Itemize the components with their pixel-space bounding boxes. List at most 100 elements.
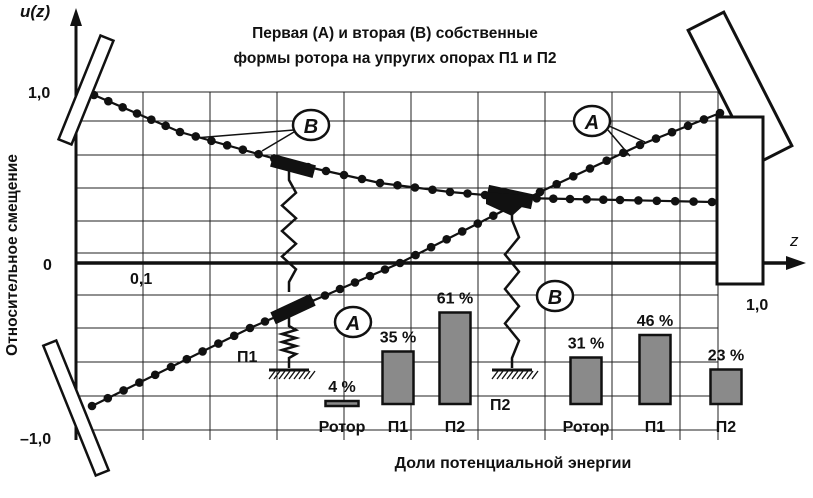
mode-a-line-node xyxy=(380,265,390,274)
tick-y-bottom: –1,0 xyxy=(20,431,51,448)
mode-a-line-node xyxy=(442,235,451,244)
energy-value-label-b-1: 46 % xyxy=(637,313,673,330)
right-top-bearing-block xyxy=(686,10,794,166)
energy-category-label-b-1: П1 xyxy=(645,419,666,436)
mode-b-line-node xyxy=(207,136,216,146)
mode-a-line-node xyxy=(87,401,97,411)
x-axis-symbol: z xyxy=(789,231,799,250)
mode-a-tag-letter: A xyxy=(584,112,599,134)
elastic-supports xyxy=(268,170,539,380)
support-p1-label: П1 xyxy=(237,349,258,366)
spring-p1-mode-b xyxy=(280,170,298,292)
mode-b-line-node xyxy=(445,187,455,197)
mode-b-tag-letter: B xyxy=(304,116,318,138)
mode-b-line-node xyxy=(532,194,541,203)
mode-b-line-node xyxy=(375,178,385,188)
energy-bar-b-2 xyxy=(709,368,743,406)
mode-b-line-node xyxy=(565,194,575,204)
rotor-block-b-p1 xyxy=(270,154,316,178)
energy-category-label-b-2: П2 xyxy=(716,419,737,436)
mode-a-line-node xyxy=(260,317,270,326)
mode-b-line xyxy=(93,93,713,204)
ground-p1 xyxy=(268,368,316,380)
energy-value-label-a-2: 61 % xyxy=(437,291,473,308)
mode-b-line-node xyxy=(410,183,420,192)
mode-a-line-node xyxy=(683,121,693,131)
y-axis-arrow xyxy=(70,8,82,26)
mode-a-line-node xyxy=(715,108,725,118)
mode-a-line-node xyxy=(245,323,255,333)
support-p2-label: П2 xyxy=(490,397,511,414)
mode-a-line-node xyxy=(119,386,128,395)
mode-b-leader-1 xyxy=(194,129,295,139)
mode-a-line-node xyxy=(350,278,360,287)
title-line-1: Первая (A) и вторая (B) собственные xyxy=(252,25,538,42)
mode-a-line-node xyxy=(150,370,160,380)
mode-b-line-node xyxy=(161,121,170,131)
energy-bar-a-2 xyxy=(438,311,472,406)
mode-a-line-node xyxy=(426,242,436,252)
mode-a-line-node xyxy=(667,127,677,137)
mode-b-line-node xyxy=(357,174,367,184)
spring-p1-mode-a xyxy=(277,316,301,368)
energy-bar-b-1 xyxy=(638,333,672,406)
mode-b-line-node xyxy=(191,132,201,141)
mode-b-line-node xyxy=(615,195,625,205)
mode-a-line-node xyxy=(651,134,661,143)
mode-a-line-node xyxy=(198,347,207,356)
mode-a-leader-1 xyxy=(608,125,646,143)
spring-p2 xyxy=(503,210,521,368)
mode-a-tag-bars: A xyxy=(333,305,373,339)
energy-bar-a-0 xyxy=(324,399,360,408)
title-line-2: формы ротора на упругих опорах П1 и П2 xyxy=(234,50,557,67)
mode-a-line-node xyxy=(166,362,176,372)
mode-b-line-node xyxy=(339,170,349,180)
mode-a-bars-letter: A xyxy=(345,313,360,335)
mode-b-line-node xyxy=(104,96,113,106)
energy-bar-b-0 xyxy=(569,356,603,406)
mode-shapes xyxy=(87,90,725,411)
energy-bars: 4 % Ротор 35 % П1 61 % П2 31 % Ротор 46 % П1 23 % П… xyxy=(319,291,745,437)
energy-value-label-a-0: 4 % xyxy=(328,379,356,396)
mode-b-line-node xyxy=(599,195,608,204)
mode-b-line-node xyxy=(132,109,142,118)
mode-a-line-node xyxy=(135,378,144,387)
mode-a-tag-top: A xyxy=(572,104,612,138)
mode-b-tag-top: B xyxy=(291,108,331,142)
mode-b-line-node xyxy=(689,197,698,206)
mode-a-line-node xyxy=(182,354,192,364)
mode-a-line-node xyxy=(635,140,645,150)
mode-a-line-node xyxy=(395,258,405,268)
mode-a-line-node xyxy=(535,187,545,197)
tick-y-zero: 0 xyxy=(43,257,52,274)
mode-b-line-node xyxy=(321,166,331,176)
mode-b-line-node xyxy=(634,196,643,205)
mode-b-line-node xyxy=(175,127,185,137)
ground-p2 xyxy=(491,368,539,380)
mode-b-line-node xyxy=(393,180,402,190)
mode-b-line-node xyxy=(652,196,662,206)
mode-a-leader-2 xyxy=(607,129,631,157)
mode-a-line-node xyxy=(214,339,223,348)
mode-a-line-node xyxy=(457,227,467,236)
mode-a-line-node xyxy=(229,331,239,341)
energy-category-label-a-1: П1 xyxy=(388,419,409,436)
energy-value-label-b-2: 23 % xyxy=(708,348,744,365)
mode-b-line-node xyxy=(707,197,717,207)
mode-b-line-node xyxy=(254,149,263,159)
mode-b-tag-bars: B xyxy=(535,279,575,313)
mode-b-line-node xyxy=(549,194,558,203)
rotor-block-a-p1 xyxy=(270,293,316,325)
tick-y-top: 1,0 xyxy=(28,85,50,102)
mode-b-line-node xyxy=(238,145,248,155)
y-axis-label: Относительное смещение xyxy=(4,154,21,356)
left-top-bearing-block xyxy=(56,33,116,147)
energy-value-label-a-1: 35 % xyxy=(380,330,416,347)
mode-a-line-node xyxy=(585,164,595,173)
left-bottom-bearing-block xyxy=(41,338,111,478)
mode-b-line-node xyxy=(463,189,472,198)
x-axis-arrow xyxy=(786,256,806,270)
energy-caption: Доли потенциальной энергии xyxy=(395,455,632,472)
y-axis-symbol: u(z) xyxy=(20,2,51,21)
